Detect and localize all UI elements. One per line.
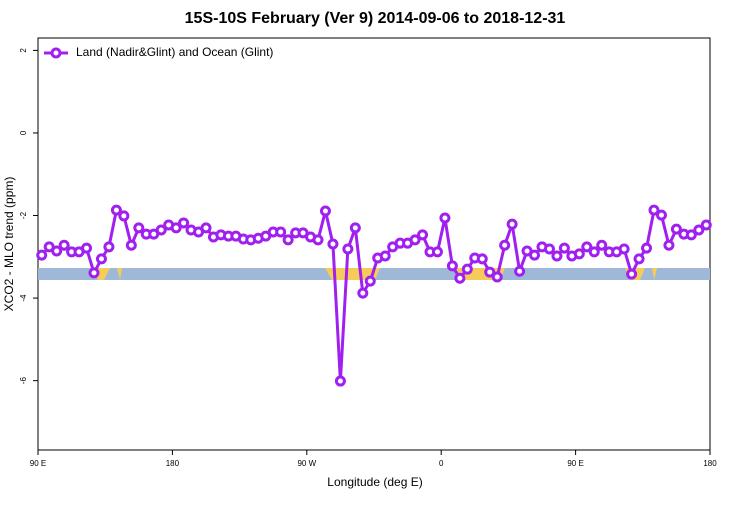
- chart-title: 15S-10S February (Ver 9) 2014-09-06 to 2…: [185, 10, 566, 27]
- data-point: [409, 234, 421, 246]
- data-point: [364, 275, 376, 287]
- x-tick-label: 90 W: [297, 459, 316, 468]
- data-point: [641, 242, 653, 254]
- data-point: [573, 248, 585, 260]
- data-point: [618, 243, 630, 255]
- data-point: [170, 222, 182, 234]
- y-tick-label: 0: [19, 130, 28, 135]
- data-point: [319, 205, 331, 217]
- data-point: [626, 268, 638, 280]
- data-point: [663, 239, 675, 251]
- data-point: [103, 241, 115, 253]
- x-axis-label: Longitude (deg E): [327, 475, 422, 489]
- data-point: [110, 204, 122, 216]
- x-tick-label: 180: [703, 459, 717, 468]
- x-tick-label: 90 E: [567, 459, 583, 468]
- legend-label: Land (Nadir&Glint) and Ocean (Glint): [76, 45, 273, 59]
- data-point: [648, 204, 660, 216]
- y-tick-label: -4: [19, 294, 28, 302]
- data-point: [439, 212, 451, 224]
- data-point: [312, 234, 324, 246]
- data-point: [95, 253, 107, 265]
- data-point: [596, 239, 608, 251]
- data-point: [461, 263, 473, 275]
- data-point: [125, 239, 137, 251]
- data-point: [36, 249, 48, 261]
- data-point: [327, 238, 339, 250]
- data-point: [446, 260, 458, 272]
- data-point: [514, 265, 526, 277]
- y-tick-label: -6: [19, 377, 28, 385]
- y-axis-label: XCO2 - MLO trend (ppm): [2, 177, 16, 312]
- data-point: [529, 249, 541, 261]
- data-point: [200, 222, 212, 234]
- data-point: [178, 217, 190, 229]
- legend-marker: [50, 47, 62, 59]
- y-tick-label: 2: [19, 48, 28, 53]
- data-point: [506, 218, 518, 230]
- data-point: [379, 250, 391, 262]
- data-point: [349, 222, 361, 234]
- data-point: [417, 229, 429, 241]
- data-point: [558, 242, 570, 254]
- data-point: [454, 272, 466, 284]
- data-point: [118, 210, 130, 222]
- data-point: [484, 266, 496, 278]
- data-point: [155, 224, 167, 236]
- data-point: [700, 219, 712, 231]
- data-point: [551, 250, 563, 262]
- x-tick-label: 0: [439, 459, 444, 468]
- y-tick-label: -2: [19, 211, 28, 219]
- data-point: [685, 229, 697, 241]
- data-point: [133, 222, 145, 234]
- data-point: [357, 287, 369, 299]
- x-tick-label: 90 E: [30, 459, 46, 468]
- data-point: [334, 375, 346, 387]
- data-point: [670, 223, 682, 235]
- data-point: [88, 267, 100, 279]
- data-point: [275, 226, 287, 238]
- data-point: [581, 241, 593, 253]
- data-point: [543, 243, 555, 255]
- data-point: [58, 239, 70, 251]
- data-point: [633, 253, 645, 265]
- x-tick-label: 180: [166, 459, 180, 468]
- data-point: [693, 224, 705, 236]
- plot-frame: [37, 37, 711, 451]
- data-point: [431, 246, 443, 258]
- data-point: [342, 243, 354, 255]
- data-point: [499, 239, 511, 251]
- data-point: [491, 271, 503, 283]
- data-point: [476, 253, 488, 265]
- data-point: [282, 234, 294, 246]
- data-point: [51, 245, 63, 257]
- data-point: [655, 209, 667, 221]
- data-point: [81, 242, 93, 254]
- data-point: [588, 246, 600, 258]
